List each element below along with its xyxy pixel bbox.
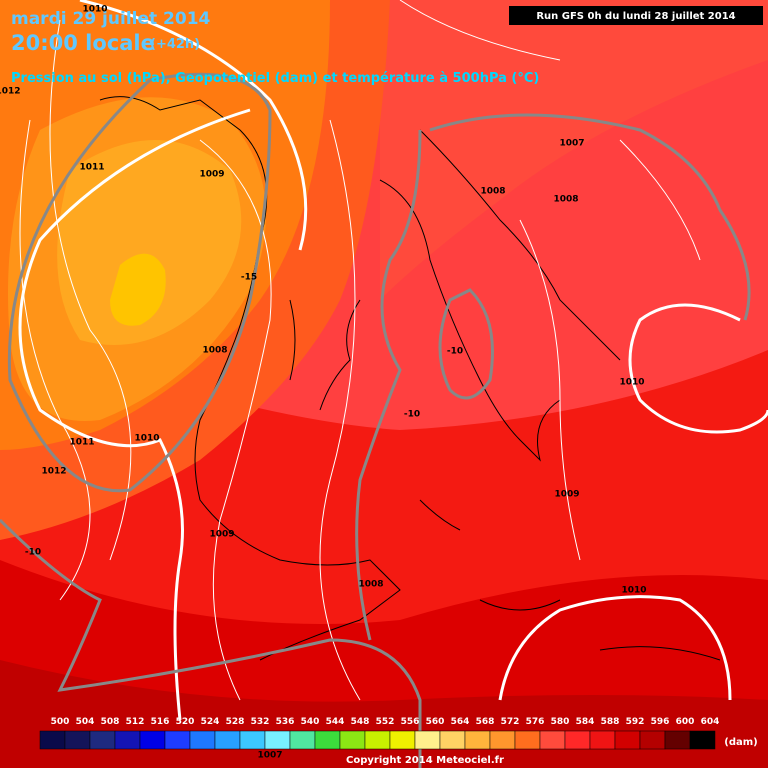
contour-label: 1009	[199, 170, 224, 180]
contour-label: -15	[241, 273, 257, 283]
legend-label: 560	[426, 717, 445, 727]
legend-swatch	[614, 730, 641, 750]
main-isobars	[18, 0, 768, 721]
legend-swatch	[589, 730, 616, 750]
contour-label: 1010	[134, 434, 159, 444]
legend-label: 504	[76, 717, 95, 727]
subtitle: Pression au sol (hPa), Geopotentiel (dam…	[11, 71, 539, 86]
contour-label: 1012	[0, 87, 21, 97]
legend-swatch	[539, 730, 566, 750]
legend: (dam) Copyright 2014 Meteociel.fr 500 504…	[39, 717, 758, 766]
legend-label: 508	[101, 717, 120, 727]
legend-swatch	[89, 730, 116, 750]
legend-label: 532	[251, 717, 270, 727]
legend-swatch	[414, 730, 441, 750]
legend-swatch	[689, 730, 716, 750]
header: mardi 29 juillet 2014 20:00 locale (+42h…	[11, 6, 763, 86]
legend-label: 596	[651, 717, 670, 727]
legend-label: 572	[501, 717, 520, 727]
contour-label: 1011	[69, 438, 94, 448]
legend-label: 540	[301, 717, 320, 727]
legend-label: 556	[401, 717, 420, 727]
legend-swatch	[39, 730, 66, 750]
contour-label: 1007	[257, 751, 282, 761]
legend-swatch	[189, 730, 216, 750]
contour-label: 1008	[553, 195, 578, 205]
legend-label: 500	[51, 717, 70, 727]
legend-label: 592	[626, 717, 645, 727]
contour-label: 1012	[41, 467, 66, 477]
contour-label: -10	[25, 548, 41, 558]
legend-swatch	[114, 730, 141, 750]
legend-label: 600	[676, 717, 695, 727]
run-info: Run GFS 0h du lundi 28 juillet 2014	[536, 11, 735, 22]
legend-label: 604	[701, 717, 720, 727]
legend-swatch	[64, 730, 91, 750]
contour-label: 1008	[202, 346, 227, 356]
legend-swatch	[339, 730, 366, 750]
legend-label: 548	[351, 717, 370, 727]
legend-label: 544	[326, 717, 345, 727]
contour-label: -10	[447, 347, 463, 357]
legend-swatch	[289, 730, 316, 750]
legend-label: 584	[576, 717, 595, 727]
legend-label: 552	[376, 717, 395, 727]
copyright: Copyright 2014 Meteociel.fr	[346, 755, 504, 766]
contour-label: -10	[404, 410, 420, 420]
contour-label: 1007	[559, 139, 584, 149]
legend-label: 520	[176, 717, 195, 727]
legend-label: 516	[151, 717, 170, 727]
legend-label: 576	[526, 717, 545, 727]
contour-label: 1008	[358, 580, 383, 590]
temperature-isotherms	[0, 72, 751, 768]
legend-swatch	[564, 730, 591, 750]
legend-swatch	[239, 730, 266, 750]
legend-swatch	[264, 730, 291, 750]
legend-label: 568	[476, 717, 495, 727]
legend-swatch	[139, 730, 166, 750]
legend-swatch	[364, 730, 391, 750]
legend-swatch	[639, 730, 666, 750]
legend-label: 564	[451, 717, 470, 727]
legend-swatch	[664, 730, 691, 750]
legend-swatch	[514, 730, 541, 750]
legend-swatch	[489, 730, 516, 750]
contour-label: 1009	[209, 530, 234, 540]
contour-label: 1010	[619, 378, 644, 388]
legend-swatch	[314, 730, 341, 750]
legend-label: 524	[201, 717, 220, 727]
legend-swatch	[389, 730, 416, 750]
thin-isobars	[19, 0, 701, 701]
contour-label: 1011	[79, 163, 104, 173]
contour-label: 1010	[621, 586, 646, 596]
contour-label: 1009	[554, 490, 579, 500]
legend-swatch	[214, 730, 241, 750]
run-box	[509, 6, 763, 25]
legend-label: 528	[226, 717, 245, 727]
legend-label: 512	[126, 717, 145, 727]
legend-swatch	[464, 730, 491, 750]
legend-label: 580	[551, 717, 570, 727]
legend-swatch	[439, 730, 466, 750]
legend-unit: (dam)	[724, 737, 757, 748]
contour-label: 1008	[480, 187, 505, 197]
time: 20:00 locale	[11, 31, 155, 55]
legend-label: 588	[601, 717, 620, 727]
legend-label: 536	[276, 717, 295, 727]
date: mardi 29 juillet 2014	[11, 9, 211, 29]
contour-label: 1010	[82, 5, 107, 15]
legend-swatch	[164, 730, 191, 750]
lead-time: (+42h)	[150, 37, 200, 52]
